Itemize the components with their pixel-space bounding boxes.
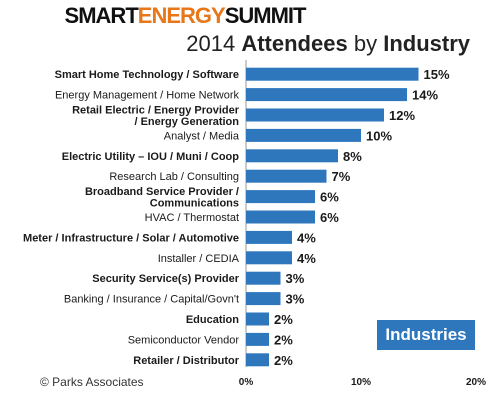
- bar: [246, 169, 327, 183]
- bar: [246, 332, 269, 346]
- copyright-credit: © Parks Associates: [40, 375, 144, 389]
- category-label: Retailer / Distributor: [133, 355, 239, 367]
- category-label-line: Research Lab / Consulting: [109, 171, 239, 183]
- title-attendees: Attendees: [241, 31, 348, 56]
- category-label: Analyst / Media: [164, 130, 240, 142]
- bar-value-label: 6%: [320, 190, 339, 205]
- category-label: Security Service(s) Provider: [92, 273, 239, 285]
- bar: [246, 108, 384, 122]
- bar: [246, 190, 315, 204]
- category-label-line: Retailer / Distributor: [133, 355, 239, 367]
- bar-value-label: 14%: [412, 88, 438, 103]
- category-label-line: Education: [186, 314, 239, 326]
- category-label-line: Broadband Service Provider /: [85, 186, 239, 198]
- bar-value-label: 12%: [389, 108, 415, 123]
- bar-value-label: 6%: [320, 210, 339, 225]
- x-tick-label: 0%: [239, 377, 254, 388]
- logo-part-energy: ENERGY: [137, 3, 226, 28]
- category-label: Broadband Service Provider / Communicatio…: [85, 186, 239, 210]
- category-label-line: Installer / CEDIA: [158, 253, 240, 265]
- bar-value-label: 2%: [274, 353, 293, 368]
- bar-value-label: 7%: [332, 169, 351, 184]
- category-label-line: Security Service(s) Provider: [92, 273, 239, 285]
- event-logo: SMARTENERGYSUMMIT: [0, 4, 370, 28]
- category-label: Energy Management / Home Network: [55, 90, 240, 102]
- category-label: Retail Electric / Energy Provider / Energ…: [72, 104, 240, 128]
- x-tick-label: 10%: [351, 377, 371, 388]
- bar-value-label: 4%: [297, 251, 316, 266]
- bar-value-label: 3%: [286, 271, 305, 286]
- category-label-line: Energy Management / Home Network: [55, 90, 240, 102]
- bar: [246, 149, 338, 163]
- bar-value-label: 4%: [297, 230, 316, 245]
- bar-value-label: 8%: [343, 149, 362, 164]
- bar: [246, 312, 269, 326]
- bar: [246, 230, 292, 244]
- chart-title: 2014 Attendees by Industry: [0, 30, 470, 58]
- category-label: Banking / Insurance / Capital/Govn't: [64, 294, 239, 306]
- category-label-line: Semiconductor Vendor: [128, 334, 240, 346]
- category-label: HVAC / Thermostat: [145, 212, 239, 224]
- bar: [246, 210, 315, 224]
- category-label: Research Lab / Consulting: [109, 171, 239, 183]
- bar: [246, 292, 281, 306]
- bar: [246, 251, 292, 265]
- bar-value-label: 2%: [274, 312, 293, 327]
- category-label-line: / Energy Generation: [134, 116, 239, 128]
- industries-badge: Industries: [377, 320, 475, 350]
- category-label-line: HVAC / Thermostat: [145, 212, 239, 224]
- bar: [246, 128, 361, 142]
- category-label-line: Analyst / Media: [164, 130, 240, 142]
- bar-value-label: 10%: [366, 128, 392, 143]
- x-tick-label: 20%: [466, 377, 486, 388]
- category-label: Installer / CEDIA: [158, 253, 240, 265]
- category-label-line: Meter / Infrastructure / Solar / Automot…: [23, 232, 239, 244]
- category-label: Education: [186, 314, 239, 326]
- title-year: 2014: [186, 31, 236, 56]
- category-label: Meter / Infrastructure / Solar / Automot…: [23, 232, 239, 244]
- category-label-line: Retail Electric / Energy Provider: [72, 104, 240, 116]
- category-label-line: Electric Utility – IOU / Muni / Coop: [62, 151, 240, 163]
- bar: [246, 67, 419, 81]
- title-industry: Industry: [383, 31, 470, 56]
- category-label-line: Banking / Insurance / Capital/Govn't: [64, 294, 239, 306]
- logo-part-smart: SMART: [64, 3, 139, 28]
- bar: [246, 271, 281, 285]
- bar-value-label: 15%: [424, 67, 450, 82]
- bar-value-label: 2%: [274, 332, 293, 347]
- category-label-line: Smart Home Technology / Software: [55, 69, 239, 81]
- category-label-line: Communications: [150, 197, 239, 209]
- bar: [246, 353, 269, 367]
- category-label: Smart Home Technology / Software: [55, 69, 239, 81]
- category-label: Semiconductor Vendor: [128, 334, 240, 346]
- category-label: Electric Utility – IOU / Muni / Coop: [62, 151, 240, 163]
- logo-part-summit: SUMMIT: [224, 3, 307, 28]
- title-by: by: [353, 31, 378, 56]
- bar-value-label: 3%: [286, 292, 305, 307]
- bar: [246, 88, 407, 102]
